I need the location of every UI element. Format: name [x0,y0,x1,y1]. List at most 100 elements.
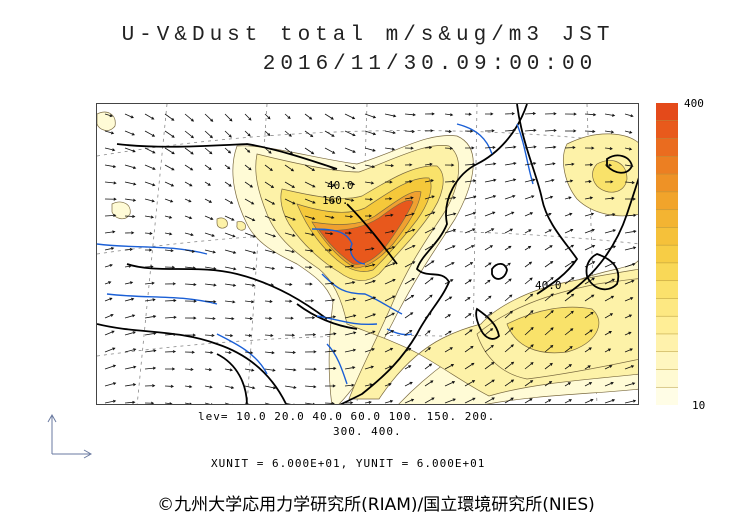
wind-arrow [504,379,515,387]
colorbar-segment [656,191,678,211]
wind-arrow [524,195,535,200]
wind-arrow [404,398,415,404]
wind-arrow [264,351,275,355]
wind-arrow [484,361,495,370]
wind-arrow [204,368,213,372]
wind-arrow [204,130,213,139]
wind-arrow [244,232,257,238]
wind-arrow [164,282,177,286]
colorbar-segment [656,351,678,370]
wind-arrow [244,402,250,404]
wind-arrow [264,249,276,254]
wind-arrow [284,316,294,320]
wind-arrow [464,380,476,387]
wind-arrow [384,295,396,302]
wind-arrow [124,164,137,170]
wind-arrow [284,385,297,389]
wind-arrow [164,198,174,203]
wind-arrow [204,300,217,304]
color-scale-bar [656,103,678,405]
wind-arrow [504,145,517,149]
wind-arrow [104,181,117,185]
contour-levels-line2: 300. 400. [333,425,402,438]
wind-arrow [364,330,376,336]
wind-arrow [104,230,116,234]
wind-arrow [624,314,633,319]
wind-arrow [244,368,255,372]
wind-arrow [344,147,356,153]
wind-arrow [464,262,474,268]
colorbar-min-label: 10 [692,399,706,412]
wind-arrow [444,262,455,268]
wind-arrow [464,296,471,302]
wind-arrow [544,245,553,251]
wind-arrow [324,349,337,353]
wind-arrow [364,230,374,234]
wind-arrow [144,181,156,187]
wind-arrow [424,146,433,150]
wind-arrow [304,282,313,286]
wind-arrow [544,112,557,116]
wind-arrow [464,162,476,166]
wind-arrow [324,181,336,187]
wind-arrow [564,328,574,336]
wind-arrow [424,227,436,234]
wind-arrow [244,266,257,271]
wind-arrow [404,179,413,184]
wind-arrow [124,314,136,319]
wind-arrow [504,211,515,217]
wind-arrow [384,246,396,251]
wind-arrow [184,402,192,404]
colorbar-segment [656,387,678,405]
wind-arrow [204,215,214,220]
wind-arrow [344,331,357,336]
wind-arrow [604,130,615,134]
wind-arrow [164,367,176,371]
colorbar-segment [656,174,678,193]
wind-arrow [144,231,153,235]
wind-arrow [104,330,115,336]
wind-arrow [284,402,295,404]
wind-arrow [524,178,536,183]
wind-arrow [384,399,394,404]
wind-arrow [404,365,412,370]
wind-arrow [504,112,515,116]
wind-arrow [104,147,116,152]
wind-arrow [184,282,197,287]
wind-arrow [184,113,195,122]
wind-arrow [444,179,456,184]
wind-arrow [184,147,194,155]
wind-arrow [524,212,534,217]
wind-arrow [224,249,237,254]
wind-arrow [284,130,292,137]
wind-arrow [224,368,234,372]
wind-arrow [324,281,335,286]
wind-arrow [584,129,596,133]
wind-arrow [184,198,192,203]
wind-arrow [604,278,616,285]
wind-arrow [264,130,271,137]
wind-arrow [604,163,613,167]
wind-arrow [504,228,514,234]
wind-arrow [304,265,313,269]
wind-arrow [484,279,491,285]
wind-arrow [464,245,475,251]
wind-arrow [204,181,211,186]
wind-arrow [564,212,573,217]
wind-arrow [124,231,135,235]
wind-arrow [304,130,314,138]
wind-arrow [604,348,612,353]
wind-arrow [304,215,316,220]
colorbar-segment [656,209,678,228]
wind-arrow [284,333,296,337]
contour-label: 40.0 [327,179,354,192]
wind-arrow [624,348,633,353]
wind-arrow [224,215,235,221]
wind-arrow [564,277,575,285]
wind-arrow [404,294,415,302]
wind-arrow [244,249,257,254]
wind-arrow [544,344,554,353]
wind-arrow [304,198,316,204]
wind-arrow [424,211,436,217]
wind-arrow [404,228,416,234]
